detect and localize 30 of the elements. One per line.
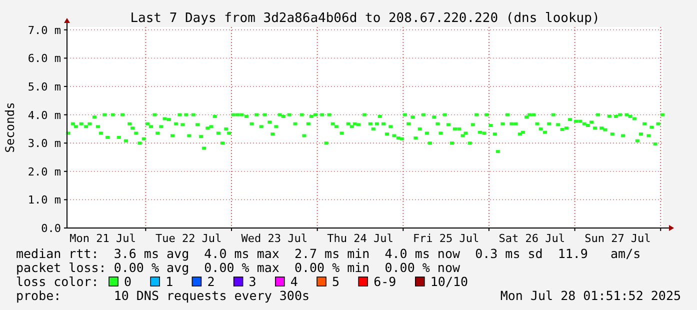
y-tick-label: 1.0 m — [28, 194, 62, 207]
text: Mon Jul 28 01:51:52 2025 — [500, 288, 681, 303]
legend-label: 3 — [248, 274, 256, 289]
x-tick-label: Fri 25 Jul — [412, 232, 480, 245]
legend-title: loss color: — [16, 274, 99, 289]
x-tick-label: Sat 26 Jul — [498, 232, 565, 245]
y-tick-label: 7.0 m — [28, 24, 62, 37]
y-tick-label: 2.0 m — [28, 165, 62, 178]
text: packet loss: 0.00 % avg 0.00 % max 0.00 % min 0.00 % now — [16, 260, 460, 275]
legend-label: 10/10 — [430, 274, 468, 289]
legend-label: 5 — [332, 274, 340, 289]
y-tick-label: 4.0 m — [28, 108, 62, 122]
legend-label: 2 — [207, 274, 215, 289]
y-tick-label: 5.0 m — [28, 80, 62, 94]
legend-label: 6-9 — [374, 274, 396, 289]
legend-label: 1 — [166, 274, 174, 289]
x-tick-label: Mon 21 Jul — [70, 232, 136, 245]
y-axis-title: Seconds — [3, 102, 17, 153]
x-tick-label: Thu 24 Jul — [327, 232, 394, 245]
chart-title: Last 7 Days from 3d2a86a4b06d to 208.67.220.220 (dns lookup) — [130, 11, 600, 26]
text: probe: 10 DNS requests every 300s — [16, 288, 310, 303]
x-tick-label: Sun 27 Jul — [584, 232, 651, 245]
legend-label: 4 — [290, 274, 298, 289]
legend-label: 0 — [124, 274, 132, 289]
text: median rtt: 3.6 ms avg 4.0 ms max 2.7 ms min 4.0 ms now 0.3 ms sd 11.9 am/s — [16, 246, 641, 261]
y-tick-label: 3.0 m — [28, 137, 62, 150]
x-tick-label: Wed 23 Jul — [241, 232, 308, 245]
x-tick-label: Tue 22 Jul — [155, 232, 222, 245]
y-tick-label: 6.0 m — [28, 52, 62, 66]
y-tick-label: 0.0 — [41, 222, 61, 235]
